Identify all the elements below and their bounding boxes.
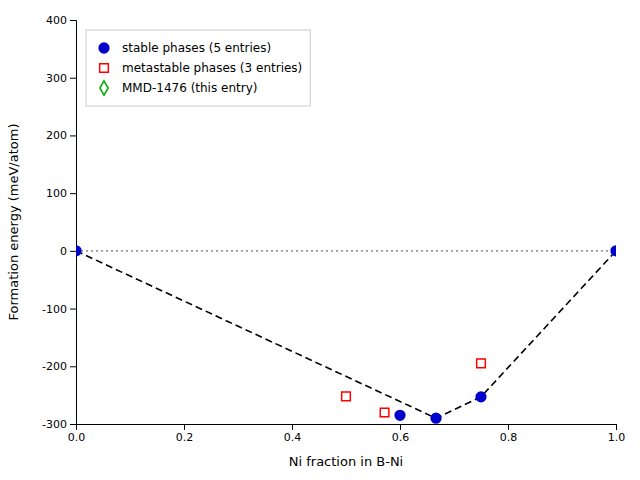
point [611, 246, 616, 256]
y-tick-mark [70, 366, 76, 367]
y-tick-label: -200 [42, 360, 67, 373]
legend-symbol [100, 64, 109, 73]
point [395, 410, 405, 420]
y-tick-label: 400 [46, 14, 67, 27]
x-tick-label: 0.6 [392, 431, 410, 444]
x-tick-mark [184, 424, 185, 430]
x-tick: 0.8 [500, 424, 518, 444]
line [76, 251, 616, 418]
x-tick-label: 0.4 [284, 431, 302, 444]
y-tick-mark [70, 251, 76, 252]
y-tick-label: 200 [46, 129, 67, 142]
y-tick-label: 300 [46, 72, 67, 85]
x-tick-mark [616, 424, 617, 430]
y-tick-label: 100 [46, 187, 67, 200]
x-tick: 0.6 [392, 424, 410, 444]
legend: stable phases (5 entries) metastable phas… [86, 30, 310, 106]
y-tick-mark [70, 135, 76, 136]
y-tick-mark [70, 20, 76, 21]
legend-entry: stable phases (5 entries) [122, 41, 271, 55]
y-tick-mark [70, 193, 76, 194]
x-axis-title: Ni fraction in B-Ni [289, 454, 403, 469]
line [76, 250, 616, 252]
point [477, 359, 486, 368]
legend-entry: MMD-1476 (this entry) [122, 81, 257, 95]
x-tick: 0.4 [284, 424, 302, 444]
y-axis-line [70, 21, 77, 425]
chart: 0.0 0.2 0.4 0.6 0.8 1.0 -300 -200 -100 0 100 200 300… [0, 0, 640, 480]
x-tick-mark [292, 424, 293, 430]
marks [76, 246, 616, 423]
x-tick: 0.2 [176, 424, 194, 444]
legend-symbol [99, 43, 109, 53]
y-tick-mark [70, 424, 76, 425]
x-tick-mark [400, 424, 401, 430]
legend-box [86, 30, 310, 106]
point [476, 392, 486, 402]
y-tick: 300 [46, 72, 76, 85]
x-tick: 1.0 [608, 424, 626, 444]
legend-entry: metastable phases (3 entries) [122, 61, 302, 75]
point [76, 246, 81, 256]
y-tick: 0 [60, 245, 76, 258]
y-tick-label: -100 [42, 303, 67, 316]
x-tick-label: 0.8 [500, 431, 518, 444]
x-axis: 0.0 0.2 0.4 0.6 0.8 1.0 [68, 424, 626, 444]
point [380, 408, 389, 417]
point [342, 392, 351, 401]
y-axis-title: Formation energy (meV/atom) [6, 124, 21, 321]
x-tick-label: 0.0 [68, 431, 86, 444]
point [431, 413, 441, 423]
y-tick-mark [70, 309, 76, 310]
x-tick-label: 1.0 [608, 431, 626, 444]
y-tick: -300 [42, 418, 76, 431]
y-tick-mark [70, 78, 76, 79]
x-tick: 0.0 [68, 424, 86, 444]
y-tick-label: 0 [60, 245, 67, 258]
y-tick: -100 [42, 303, 76, 316]
y-tick: -200 [42, 360, 76, 373]
legend-symbol [100, 81, 108, 95]
x-axis-line [77, 425, 617, 431]
y-tick-label: -300 [42, 418, 67, 431]
y-tick: 200 [46, 129, 76, 142]
y-tick: 400 [46, 14, 76, 27]
x-tick-mark [508, 424, 509, 430]
x-tick-label: 0.2 [176, 431, 194, 444]
y-tick: 100 [46, 187, 76, 200]
y-axis: -300 -200 -100 0 100 200 300 400 [42, 14, 76, 431]
plot: 0.0 0.2 0.4 0.6 0.8 1.0 -300 -200 -100 0 100 200 300… [42, 14, 625, 444]
